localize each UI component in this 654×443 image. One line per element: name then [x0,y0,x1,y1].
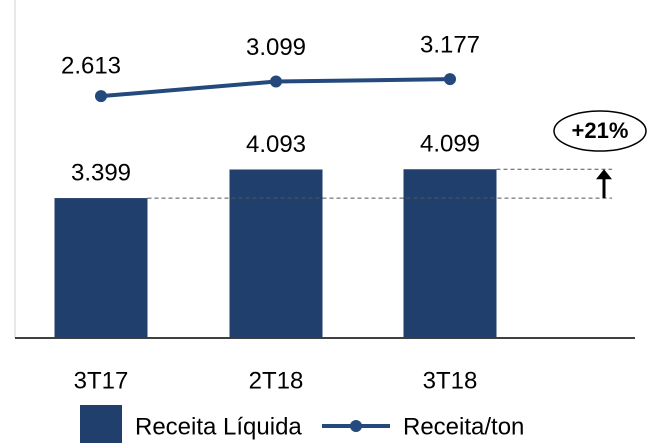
value-label: 3.099 [246,34,306,61]
x-tick-label: 3T18 [423,367,478,394]
value-label: 4.099 [420,131,480,158]
line-marker [270,75,282,88]
x-tick-label: 2T18 [249,367,304,394]
bar [229,169,323,338]
legend-marker [350,420,362,432]
value-label: 4.093 [246,131,306,158]
bar [54,198,148,338]
value-label: 3.399 [71,159,131,186]
arrow-head [596,169,612,180]
value-label: 2.613 [61,53,121,80]
annotation-bubble [553,110,647,152]
x-tick-label: 3T17 [74,367,129,394]
line-marker [95,90,107,103]
legend-label: Receita/ton [403,413,524,440]
legend-label: Receita Líquida [135,413,302,440]
annotation: +21% [572,118,629,143]
legend-swatch [80,405,122,443]
bar [403,169,497,338]
value-label: 3.177 [420,32,480,59]
line-marker [444,73,456,86]
